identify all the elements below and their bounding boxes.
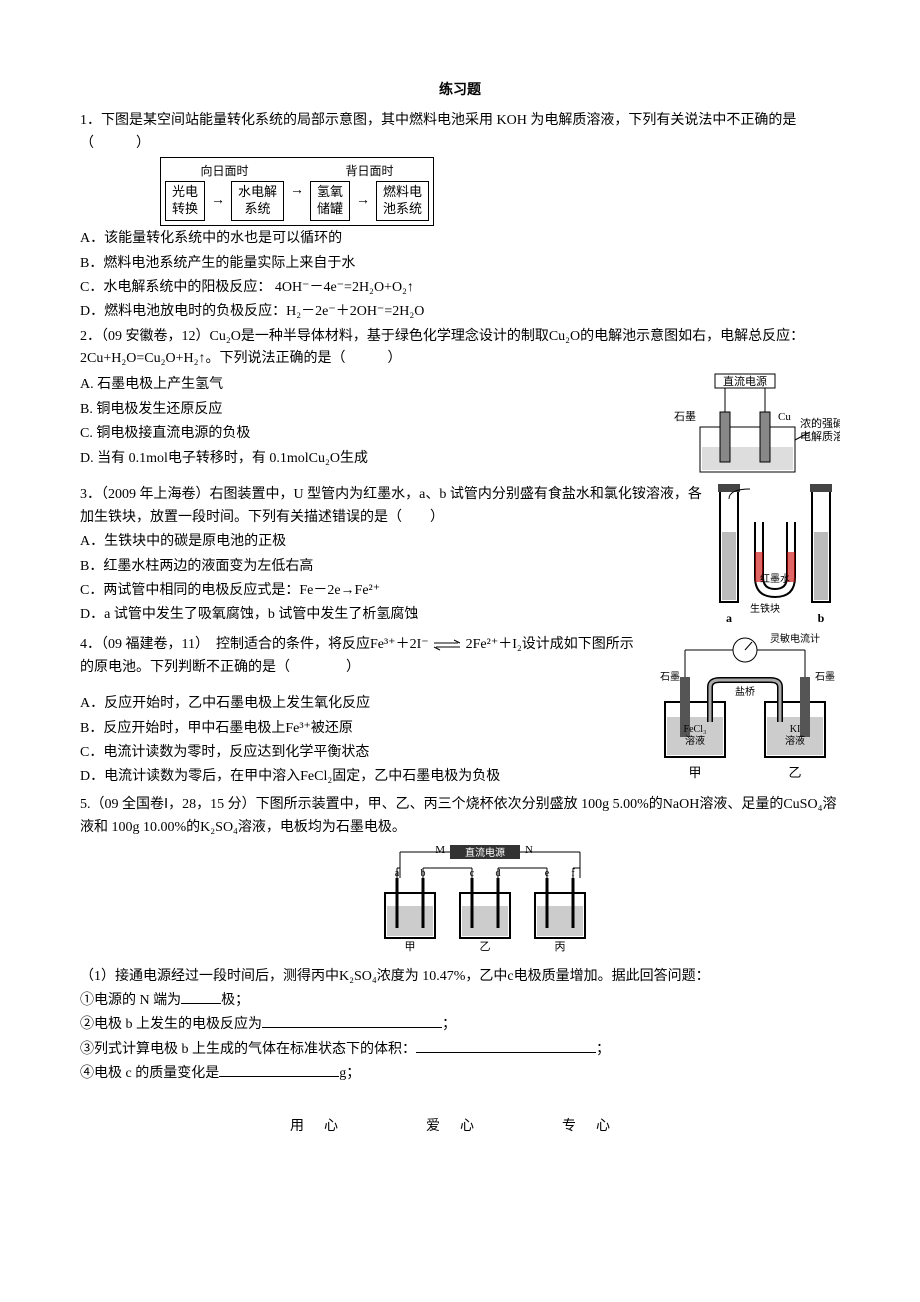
q2-opt-a: A. 石墨电极上产生氢气	[80, 374, 652, 396]
q2-opt-d: D. 当有 0.1mol电子转移时，有 0.1molCu₂O生成	[80, 448, 652, 470]
q5-p2: ②电极 b 上发生的电极反应为；	[80, 1014, 840, 1036]
flow-cell-3: 氢氧储罐	[310, 181, 350, 221]
arrow-icon: →	[356, 190, 370, 212]
fig-label: N	[525, 844, 533, 856]
fig-label: FeCl₃	[684, 724, 707, 735]
q1-opt-c: C．水电解系统中的阳极反应： 4OH⁻－4e⁻=2H₂O+O₂↑	[80, 277, 840, 299]
q3-opt-a: A．生铁块中的碳是原电池的正极	[80, 531, 702, 553]
q4-figure: 灵敏电流计 石墨 石墨 盐桥 FeCl₃ 溶液 KI 溶液 甲 乙	[650, 632, 840, 792]
flow-head-right: 背日面时	[310, 162, 429, 181]
q1-opt-b: B．燃料电池系统产生的能量实际上来自于水	[80, 253, 840, 275]
fig-label: 溶液	[685, 734, 705, 747]
fig-label: 直流电源	[723, 374, 767, 388]
q1-flow-diagram: 向日面时 光电转换 → 水电解系统 → 背日面时 氢氧储罐 → 燃料电池系统	[80, 157, 840, 226]
fig-label: 石墨	[660, 671, 680, 683]
q5-sub1: （1）接通电源经过一段时间后，测得丙中K₂SO₄浓度为 10.47%，乙中c电极…	[80, 966, 840, 988]
q3-opt-c: C．两试管中相同的电极反应式是：Fe－2e→Fe²⁺	[80, 580, 702, 602]
q4-opt-c: C．电流计读数为零时，反应达到化学平衡状态	[80, 742, 642, 764]
fig-label: 红墨水	[760, 572, 790, 585]
q4-stem: 4．（09 福建卷，11） 控制适合的条件，将反应Fe³⁺＋2I⁻ 2Fe²⁺＋…	[80, 634, 642, 679]
fig-label: 盐桥	[735, 685, 755, 698]
fig-label: 电解质溶液	[800, 429, 840, 443]
fig-label: 石墨	[674, 410, 696, 423]
blank-field[interactable]	[416, 1052, 596, 1053]
q4-opt-b: B．反应开始时，甲中石墨电极上Fe³⁺被还原	[80, 718, 642, 740]
q1-stem: 1．下图是某空间站能量转化系统的局部示意图，其中燃料电池采用 KOH 为电解质溶…	[80, 110, 840, 155]
fig-label: 溶液	[785, 734, 805, 747]
blank-field[interactable]	[219, 1076, 339, 1077]
equilibrium-arrow-icon	[432, 639, 462, 651]
q5-p3: ③列式计算电极 b 上生成的气体在标准状态下的体积：；	[80, 1039, 840, 1061]
q3-opt-b: B．红墨水柱两边的液面变为左低右高	[80, 556, 702, 578]
flow-head-left: 向日面时	[165, 162, 284, 181]
q3-opt-d: D．a 试管中发生了吸氧腐蚀，b 试管中发生了析氢腐蚀	[80, 604, 702, 626]
q5-figure: 直流电源 M N a b 甲 c d 乙	[80, 843, 840, 961]
q2-opt-c: C. 铜电极接直流电源的负极	[80, 423, 652, 445]
q2-opt-b: B. 铜电极发生还原反应	[80, 399, 652, 421]
q4-opt-d: D．电流计读数为零后，在甲中溶入FeCl₂固定，乙中石墨电极为负极	[80, 766, 642, 788]
fig-label: 生铁块	[750, 602, 780, 615]
q3-stem: 3．（2009 年上海卷）右图装置中，U 型管内为红墨水，a、b 试管内分别盛有…	[80, 484, 702, 529]
fig-label: a	[726, 611, 732, 625]
page-title: 练习题	[80, 80, 840, 102]
q5-p4: ④电极 c 的质量变化是g；	[80, 1063, 840, 1085]
q1-opt-a: A．该能量转化系统中的水也是可以循环的	[80, 228, 840, 250]
fig-label: M	[435, 844, 445, 856]
fig-label: 乙	[788, 765, 801, 780]
fig-label: 直流电源	[465, 846, 505, 859]
arrow-icon: →	[211, 190, 225, 212]
svg-text:甲: 甲	[405, 941, 416, 953]
q3-figure: 红墨水 生铁块 a b	[710, 482, 840, 632]
fig-label: 甲	[688, 765, 701, 780]
q4-opt-a: A．反应开始时，乙中石墨电极上发生氧化反应	[80, 693, 642, 715]
fig-label: 石墨	[815, 671, 835, 683]
fig-label: b	[818, 611, 825, 625]
q1-opt-d: D．燃料电池放电时的负极反应：H₂－2e⁻＋2OH⁻=2H₂O	[80, 301, 840, 323]
svg-text:乙: 乙	[480, 940, 491, 953]
q5-p1: ①电源的 N 端为极；	[80, 990, 840, 1012]
flow-cell-4: 燃料电池系统	[376, 181, 429, 221]
fig-label: 浓的强碱性	[800, 416, 840, 430]
page-footer: 用心 爱心 专心	[80, 1116, 840, 1138]
svg-text:丙: 丙	[555, 941, 566, 953]
fig-label: KI	[790, 724, 801, 735]
blank-field[interactable]	[262, 1027, 442, 1028]
flow-cell-2: 水电解系统	[231, 181, 284, 221]
q5-stem: 5.（09 全国卷Ⅰ，28，15 分）下图所示装置中，甲、乙、丙三个烧杯依次分别…	[80, 794, 840, 839]
flow-cell-1: 光电转换	[165, 181, 205, 221]
fig-label: Cu	[778, 411, 791, 423]
q2-stem: 2．（09 安徽卷，12）Cu₂O是一种半导体材料，基于绿色化学理念设计的制取C…	[80, 326, 840, 371]
fig-label: 灵敏电流计	[770, 632, 820, 645]
blank-field[interactable]	[181, 1003, 221, 1004]
q2-figure: 直流电源 石墨 Cu 浓的强碱性 电解质溶液	[660, 372, 840, 482]
arrow-icon: →	[290, 180, 304, 202]
